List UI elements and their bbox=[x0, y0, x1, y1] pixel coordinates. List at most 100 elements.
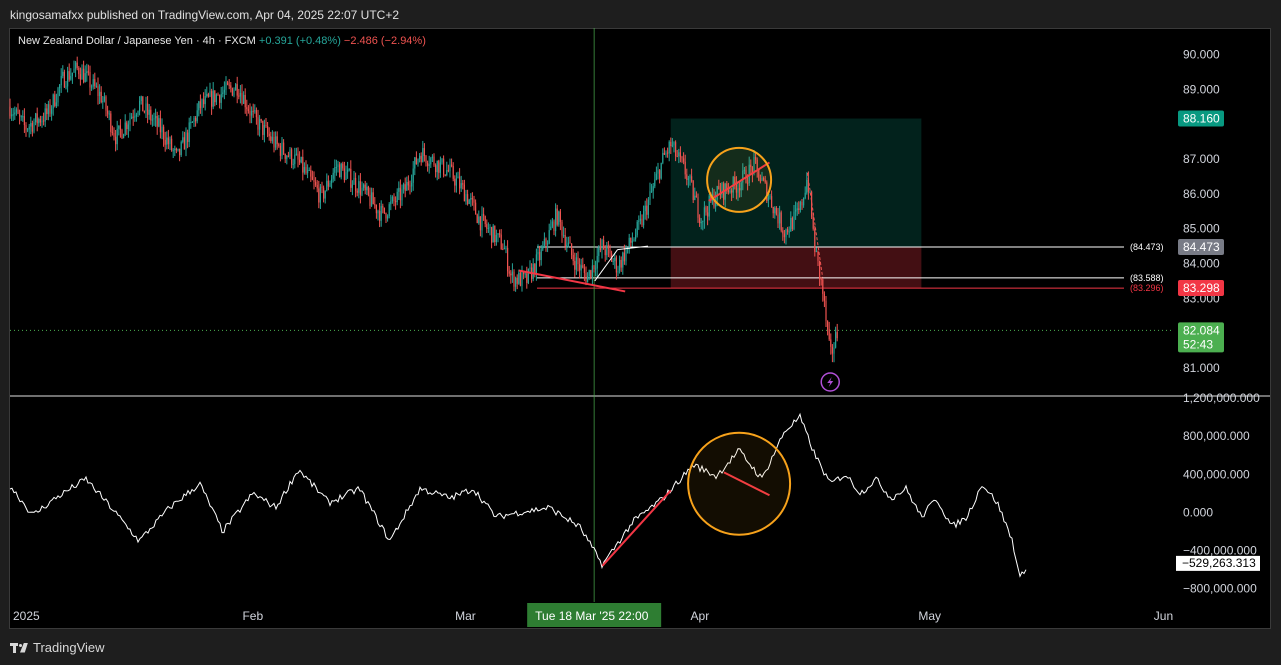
candle bbox=[95, 86, 97, 88]
candle bbox=[659, 170, 661, 179]
candle bbox=[598, 246, 600, 256]
chart-frame bbox=[9, 28, 1271, 629]
candle bbox=[766, 182, 768, 201]
candle bbox=[623, 252, 625, 262]
candle bbox=[180, 141, 182, 156]
price-axis-tick: 86.000 bbox=[1183, 187, 1220, 201]
candle bbox=[263, 125, 265, 135]
candle bbox=[643, 211, 645, 226]
candle bbox=[519, 272, 521, 286]
candle bbox=[481, 213, 483, 231]
candle bbox=[164, 139, 166, 145]
candle bbox=[580, 265, 582, 271]
indicator-axis-tick: −800,000.000 bbox=[1183, 582, 1257, 596]
candle bbox=[307, 170, 309, 174]
candle bbox=[132, 116, 134, 118]
candle bbox=[350, 168, 352, 188]
indicator-falling-trendline[interactable] bbox=[723, 471, 770, 497]
candle bbox=[582, 265, 584, 268]
candle bbox=[175, 148, 177, 151]
candle bbox=[769, 196, 771, 198]
candle bbox=[268, 133, 270, 137]
candle bbox=[683, 158, 685, 162]
candle bbox=[145, 103, 147, 112]
candle bbox=[323, 187, 325, 199]
candle bbox=[630, 237, 632, 243]
candle bbox=[777, 214, 779, 224]
candle bbox=[171, 138, 173, 151]
candle bbox=[390, 201, 392, 205]
candle bbox=[404, 184, 406, 191]
candle bbox=[313, 179, 315, 183]
candle bbox=[190, 122, 192, 124]
candle bbox=[230, 85, 232, 89]
candle bbox=[89, 71, 91, 88]
indicator-last-value-label: −529,263.313 bbox=[1182, 556, 1256, 570]
candle bbox=[75, 62, 77, 69]
candle bbox=[423, 148, 425, 157]
candle bbox=[83, 68, 85, 83]
tradingview-footer[interactable]: TradingView bbox=[10, 640, 105, 655]
candle bbox=[23, 116, 25, 126]
candle bbox=[209, 91, 211, 97]
indicator-highlight-circle[interactable] bbox=[687, 431, 792, 536]
candle bbox=[455, 178, 457, 186]
symbol-label[interactable]: New Zealand Dollar / Japanese Yen · 4h ·… bbox=[18, 35, 256, 47]
candle bbox=[281, 142, 283, 156]
candle bbox=[433, 156, 435, 166]
loss-zone[interactable] bbox=[670, 247, 922, 289]
candle bbox=[524, 273, 526, 275]
candle bbox=[367, 186, 369, 195]
candle bbox=[111, 131, 113, 133]
candle bbox=[107, 110, 109, 114]
support-trendline[interactable] bbox=[518, 269, 626, 293]
candle bbox=[772, 207, 774, 214]
candle bbox=[327, 180, 329, 187]
candle bbox=[41, 120, 43, 123]
candle bbox=[737, 188, 739, 193]
candle bbox=[740, 182, 742, 191]
candle bbox=[788, 231, 790, 233]
indicator-rising-trendline[interactable] bbox=[601, 489, 672, 567]
candle bbox=[185, 132, 187, 150]
candle bbox=[361, 187, 363, 195]
candle bbox=[692, 181, 694, 200]
profit-zone[interactable] bbox=[670, 118, 922, 248]
candle bbox=[44, 108, 46, 122]
candle bbox=[619, 259, 621, 271]
candle bbox=[46, 108, 48, 115]
wedge-line[interactable] bbox=[617, 245, 649, 251]
candle bbox=[511, 271, 513, 276]
candle bbox=[484, 216, 486, 225]
candle bbox=[116, 128, 118, 145]
candle bbox=[486, 224, 488, 229]
candle bbox=[827, 320, 829, 330]
candle bbox=[823, 293, 825, 301]
candle bbox=[691, 176, 693, 182]
pattern-trendline[interactable] bbox=[708, 161, 771, 202]
candle bbox=[625, 249, 627, 262]
candle bbox=[510, 273, 512, 276]
candle bbox=[761, 178, 763, 181]
candle bbox=[143, 111, 145, 113]
highlight-circle[interactable] bbox=[706, 146, 773, 213]
candle bbox=[172, 150, 174, 152]
candle bbox=[123, 134, 125, 139]
candle bbox=[276, 136, 278, 145]
candle bbox=[371, 192, 373, 206]
candle bbox=[67, 71, 69, 87]
candle bbox=[743, 169, 745, 171]
candle bbox=[646, 205, 648, 215]
candle bbox=[751, 167, 753, 174]
candle bbox=[563, 235, 565, 237]
wedge-line[interactable] bbox=[594, 249, 618, 282]
candle bbox=[131, 116, 133, 119]
crosshair-date-label: Tue 18 Mar '25 22:00 bbox=[535, 609, 649, 623]
candle bbox=[667, 152, 669, 154]
candle bbox=[726, 183, 728, 190]
candle bbox=[673, 142, 675, 146]
candle bbox=[451, 164, 453, 167]
candle bbox=[99, 91, 101, 96]
candle bbox=[753, 157, 755, 174]
